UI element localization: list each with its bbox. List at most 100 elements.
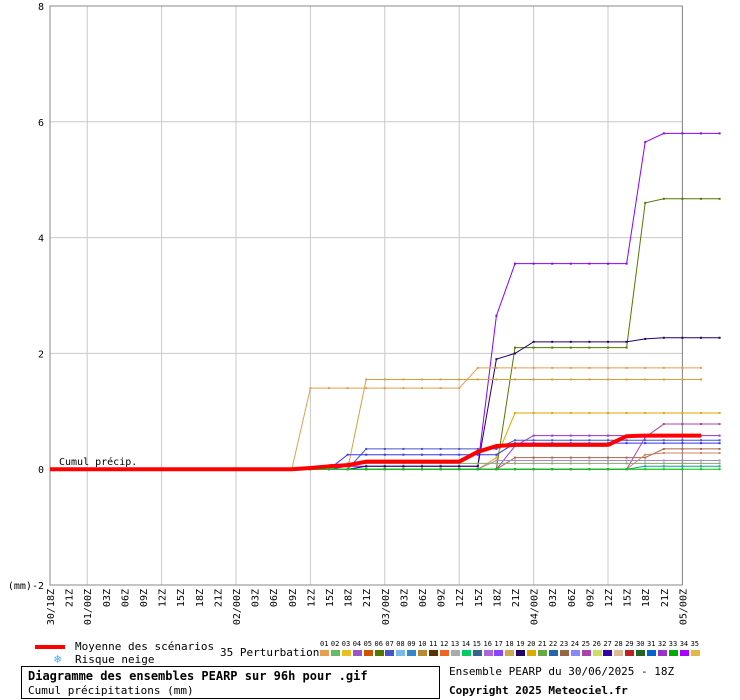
x-tick-label: 30/18Z <box>46 589 57 625</box>
x-tick-label: 18Z <box>492 589 503 607</box>
series-point <box>309 387 312 390</box>
series-point <box>625 462 628 465</box>
series-point <box>383 447 386 450</box>
pert-number: 11 <box>429 640 438 648</box>
pert-number: 08 <box>396 640 405 648</box>
x-tick-label: 04/00Z <box>530 589 541 625</box>
pert-swatch <box>614 650 624 656</box>
series-point <box>551 434 554 437</box>
series-point <box>607 462 609 465</box>
x-tick-label: 06Z <box>120 589 131 607</box>
pert-swatch <box>374 650 384 656</box>
x-tick-label: 21Z <box>511 589 522 607</box>
x-tick-label: 18Z <box>344 589 355 607</box>
pert-number: 23 <box>559 640 569 648</box>
series-point <box>718 468 721 471</box>
series-point <box>700 197 702 200</box>
series-point <box>532 439 535 442</box>
series-point <box>644 462 647 465</box>
series-point <box>700 378 702 381</box>
series-point <box>662 197 665 200</box>
series-point <box>402 378 405 381</box>
pert-swatch <box>603 650 613 656</box>
series-point <box>402 453 405 456</box>
legend-snow-label: Risque neige <box>75 653 155 666</box>
pert-number: 30 <box>636 640 645 648</box>
series-point <box>644 201 647 204</box>
series-point <box>402 468 405 471</box>
y-tick-label: 0 <box>38 465 44 476</box>
series-point <box>532 378 535 381</box>
footer-subtitle: Cumul précipitations (mm) <box>28 684 194 697</box>
pert-swatch <box>352 650 362 656</box>
series-point <box>532 262 535 265</box>
ensemble-run-label: Ensemble PEARP du 30/06/2025 - 18Z <box>449 665 675 678</box>
series-point <box>365 465 368 468</box>
pert-swatch <box>385 650 395 656</box>
x-tick-label: 12Z <box>604 589 615 607</box>
series-point <box>588 459 591 462</box>
y-tick-label: 4 <box>38 234 44 245</box>
series-point <box>662 439 665 442</box>
pert-swatch <box>330 650 340 656</box>
series-point <box>383 387 386 390</box>
pert-number: 28 <box>614 640 623 648</box>
series-point <box>551 459 554 462</box>
series-point <box>532 412 535 415</box>
series-point <box>569 439 572 442</box>
series-point <box>328 387 330 390</box>
series-point <box>421 465 423 468</box>
pert-swatch <box>570 650 580 656</box>
series-point <box>476 378 479 381</box>
x-tick-label: 01/00Z <box>83 589 94 625</box>
series-point <box>495 358 498 361</box>
x-tick-label: 09Z <box>437 589 448 607</box>
x-tick-label: 03Z <box>102 589 113 607</box>
series-point <box>532 462 535 465</box>
series-point <box>476 453 479 456</box>
footer-title: Diagramme des ensembles PEARP sur 96h po… <box>28 669 368 683</box>
x-tick-label: 03Z <box>399 589 410 607</box>
pert-number: 03 <box>341 640 351 648</box>
series-point <box>718 459 721 462</box>
x-tick-label: 06Z <box>269 589 280 607</box>
series-point <box>644 456 647 459</box>
pert-swatch <box>625 650 635 656</box>
series-point <box>625 459 628 462</box>
pert-swatch <box>461 650 471 656</box>
pert-swatch <box>505 650 515 656</box>
pert-swatch <box>418 650 428 656</box>
pert-swatch <box>472 650 482 656</box>
y-tick-label: (mm)-2 <box>8 581 44 592</box>
series-point <box>551 262 554 265</box>
series-point <box>718 462 721 465</box>
series-point <box>402 465 405 468</box>
series-point <box>588 468 591 471</box>
legend-mean-line <box>35 645 65 649</box>
pert-swatch <box>429 650 438 656</box>
series-point <box>421 453 423 456</box>
series-point <box>551 366 554 369</box>
x-tick-label: 15Z <box>176 589 187 607</box>
pert-swatch <box>548 650 558 656</box>
series-point <box>681 439 684 442</box>
series-point <box>532 468 535 471</box>
series-line <box>50 378 701 470</box>
pert-number: 07 <box>385 640 394 648</box>
series-point <box>569 434 572 437</box>
pert-number: 17 <box>494 640 503 648</box>
series-point <box>718 439 721 442</box>
series-point <box>514 378 516 381</box>
series-point <box>439 447 442 450</box>
series-point <box>607 439 609 442</box>
series-point <box>662 447 665 450</box>
series-point <box>514 412 516 415</box>
pert-swatch <box>636 650 646 656</box>
series-point <box>514 462 516 465</box>
series-point <box>625 366 628 369</box>
pert-swatch <box>668 650 678 656</box>
series-point <box>551 340 554 343</box>
series-point <box>644 442 647 445</box>
x-tick-label: 12Z <box>306 589 317 607</box>
series-point <box>421 387 423 390</box>
